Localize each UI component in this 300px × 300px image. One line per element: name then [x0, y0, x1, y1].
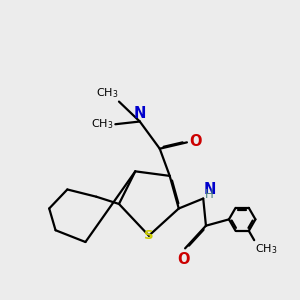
Text: O: O [177, 252, 190, 267]
Text: O: O [189, 134, 202, 149]
Text: CH$_3$: CH$_3$ [91, 117, 113, 131]
Text: CH$_3$: CH$_3$ [255, 242, 278, 256]
Text: S: S [144, 229, 154, 242]
Text: CH$_3$: CH$_3$ [96, 87, 118, 100]
Text: H: H [205, 188, 214, 201]
Text: N: N [204, 182, 216, 197]
Text: N: N [134, 106, 146, 121]
